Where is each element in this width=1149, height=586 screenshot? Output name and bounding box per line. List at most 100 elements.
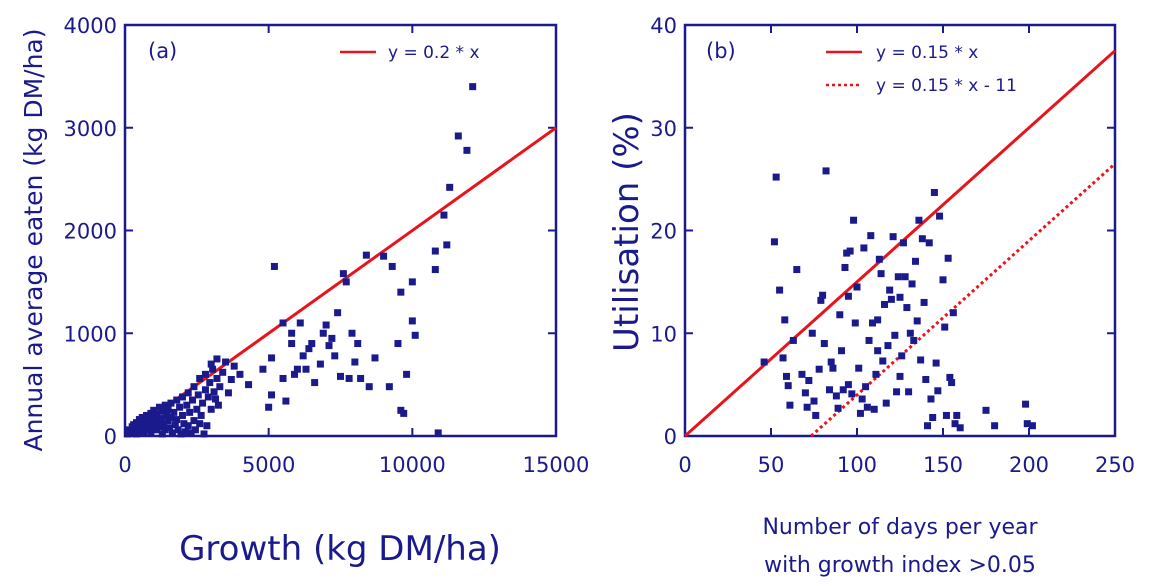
data-point	[204, 393, 212, 401]
data-point	[815, 365, 823, 373]
data-point	[779, 354, 787, 362]
y-tick-label: 0	[104, 425, 117, 449]
data-point	[144, 416, 152, 424]
data-point	[463, 146, 471, 154]
data-point	[186, 408, 194, 416]
panel-label-b: (b)	[706, 39, 736, 63]
data-point	[288, 340, 296, 348]
x-tick-label: 0	[118, 453, 131, 477]
data-point	[181, 428, 189, 436]
data-point	[394, 340, 402, 348]
data-point	[296, 319, 304, 327]
data-point	[187, 429, 195, 437]
data-point	[160, 420, 168, 428]
data-point	[822, 167, 830, 175]
data-point	[901, 273, 909, 281]
data-point	[199, 399, 207, 407]
data-point	[164, 405, 172, 413]
data-point	[925, 239, 933, 247]
data-point	[891, 331, 899, 339]
data-point	[207, 360, 215, 368]
data-point	[161, 401, 169, 409]
data-point	[855, 364, 863, 372]
data-point	[219, 368, 227, 376]
data-point	[860, 244, 868, 252]
data-point	[808, 329, 816, 337]
x-tick-label: 15000	[523, 453, 590, 477]
x-tick-label: 150	[923, 453, 963, 477]
data-point	[342, 278, 350, 286]
data-point	[812, 411, 820, 419]
data-point	[265, 403, 273, 411]
data-point	[1028, 422, 1036, 430]
y-tick-label: 2000	[64, 220, 117, 244]
data-point	[920, 298, 928, 306]
data-point	[884, 342, 892, 350]
y-tick-label: 0	[664, 425, 677, 449]
data-point	[167, 414, 175, 422]
data-point	[302, 365, 310, 373]
data-point	[434, 429, 442, 437]
data-point	[862, 383, 870, 391]
data-point	[918, 235, 926, 243]
data-point	[817, 296, 825, 304]
data-point	[305, 345, 313, 353]
data-point	[268, 391, 276, 399]
data-point	[183, 401, 191, 409]
data-point	[853, 283, 861, 291]
scatter-points-a	[124, 83, 477, 438]
data-point	[848, 390, 856, 398]
data-point	[194, 391, 202, 399]
data-point	[882, 399, 890, 407]
data-point	[201, 370, 209, 378]
data-point	[850, 216, 858, 224]
data-point	[308, 340, 316, 348]
data-point	[147, 428, 155, 436]
data-point	[872, 370, 880, 378]
data-point	[927, 395, 935, 403]
data-point	[881, 300, 889, 308]
fit-line	[810, 162, 1117, 438]
data-point	[337, 372, 344, 380]
data-point	[801, 389, 809, 397]
data-point	[145, 421, 153, 429]
data-point	[167, 399, 175, 407]
data-point	[844, 292, 852, 300]
data-point	[786, 401, 794, 409]
data-point	[403, 370, 411, 378]
data-point	[380, 252, 388, 260]
data-point	[155, 423, 163, 431]
data-point	[319, 329, 327, 337]
data-point	[316, 360, 324, 368]
data-point	[339, 270, 347, 278]
data-point	[825, 386, 833, 394]
data-point	[227, 375, 235, 383]
data-point	[932, 359, 940, 367]
data-point	[212, 395, 220, 403]
data-point	[299, 352, 307, 360]
data-point	[331, 352, 339, 360]
data-point	[140, 429, 148, 437]
data-point	[328, 334, 336, 342]
data-point	[770, 238, 778, 246]
data-point	[388, 262, 396, 270]
data-point	[839, 386, 847, 394]
data-point	[827, 358, 835, 366]
data-point	[454, 132, 462, 140]
data-point	[163, 411, 171, 419]
data-point	[189, 396, 197, 404]
chart-panel-a: 0 5000 10000 15000 0 1000 2000 3000 4000 (a) y =…	[19, 14, 589, 569]
data-point	[322, 321, 330, 329]
y-tick-label: 4000	[64, 14, 117, 38]
data-point	[776, 286, 784, 294]
data-point	[137, 424, 145, 432]
legend-entry: y = 0.15 * x - 11	[876, 76, 1017, 96]
data-point	[157, 415, 165, 423]
data-point	[431, 247, 439, 255]
data-point	[772, 173, 780, 181]
data-point	[851, 319, 859, 327]
data-point	[153, 410, 161, 418]
tick-labels-b: 0 50 100 150 200 250 0 10 20 30 40	[650, 14, 1135, 477]
data-point	[177, 430, 185, 438]
data-point	[910, 336, 918, 344]
